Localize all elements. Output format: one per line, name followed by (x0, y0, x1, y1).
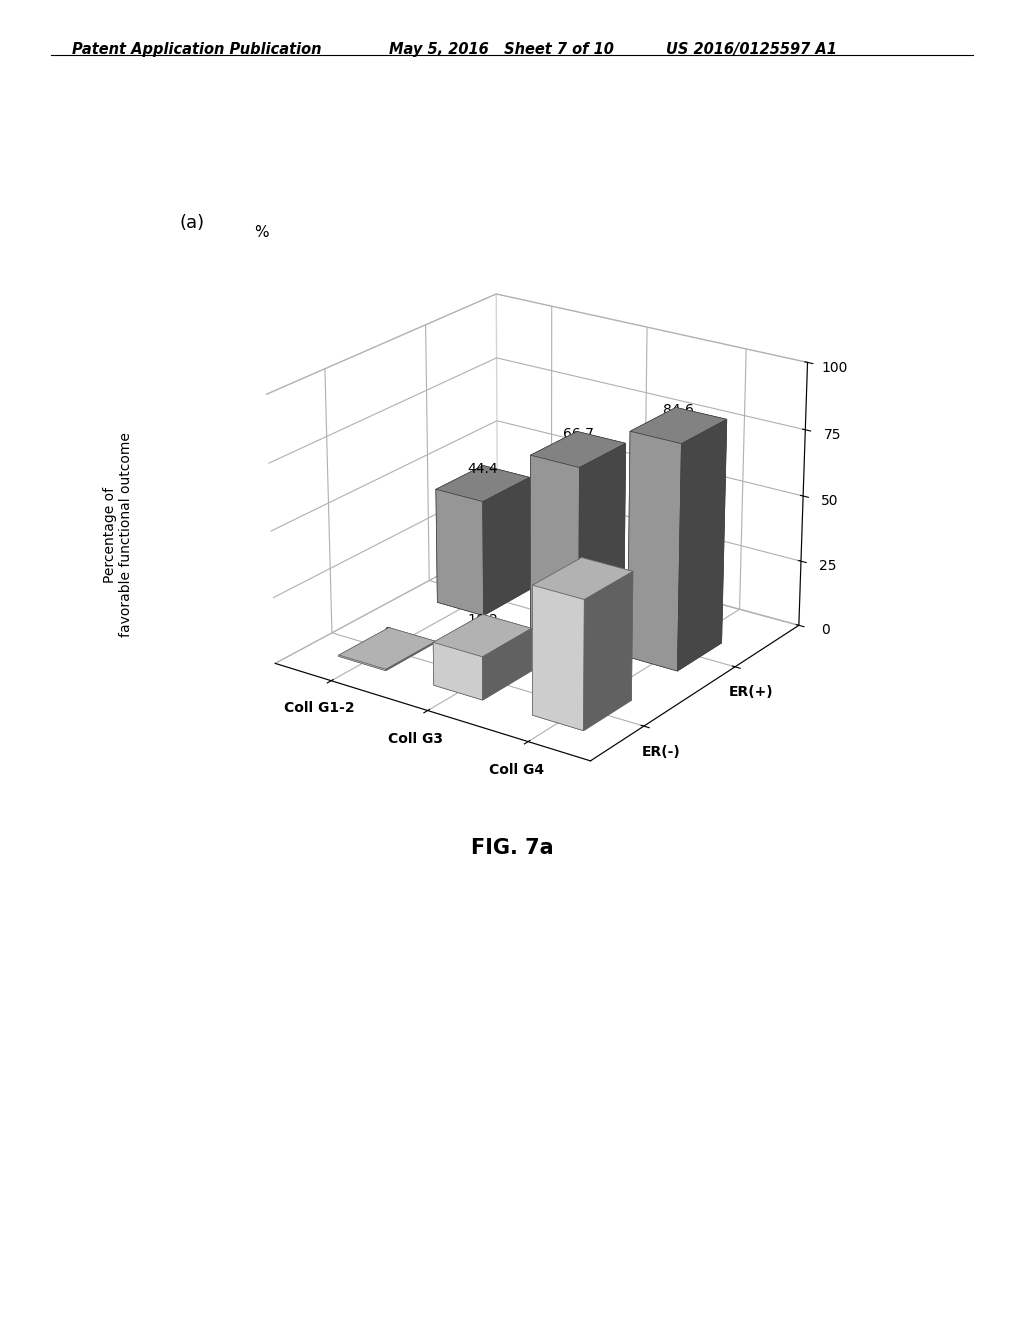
Text: Patent Application Publication: Patent Application Publication (72, 42, 322, 57)
Text: US 2016/0125597 A1: US 2016/0125597 A1 (666, 42, 837, 57)
Text: %: % (254, 226, 268, 240)
Text: Percentage of
favorable functional outcome: Percentage of favorable functional outco… (102, 432, 133, 638)
Text: (a): (a) (179, 214, 205, 232)
Text: FIG. 7a: FIG. 7a (471, 838, 553, 858)
Text: May 5, 2016   Sheet 7 of 10: May 5, 2016 Sheet 7 of 10 (389, 42, 614, 57)
